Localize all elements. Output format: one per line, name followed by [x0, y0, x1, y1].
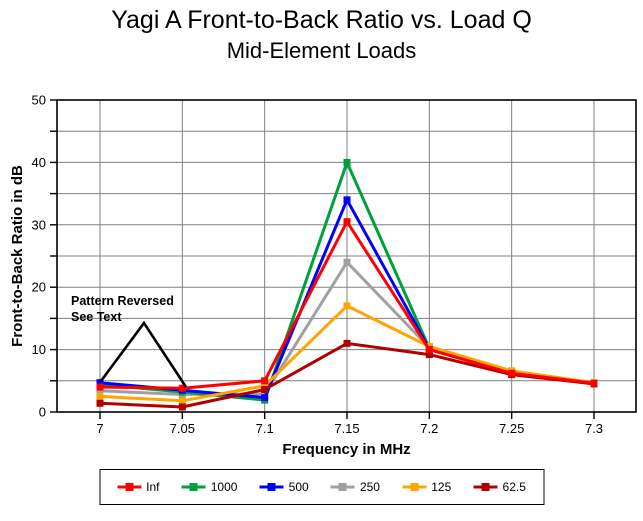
chart-title: Yagi A Front-to-Back Ratio vs. Load Q	[111, 6, 532, 34]
y-tick-label: 0	[39, 405, 46, 420]
y-tick-label: 30	[32, 217, 46, 232]
legend-item-62.5: 62.5	[473, 480, 526, 494]
series-marker-Inf	[261, 377, 269, 385]
series-marker-Inf	[508, 369, 516, 377]
x-axis-label: Frequency in MHz	[282, 441, 410, 458]
series-marker-500	[343, 196, 351, 204]
legend-item-500: 500	[259, 480, 309, 494]
legend-label-62.5: 62.5	[502, 480, 526, 494]
series-marker-62.5	[178, 403, 186, 411]
series-marker-62.5	[343, 339, 351, 347]
legend-marker	[338, 483, 347, 491]
y-tick-label: 20	[32, 280, 46, 295]
legend-marker	[481, 483, 490, 491]
annotation-text-line2: See Text	[71, 310, 122, 324]
legend-item-1000: 1000	[181, 480, 238, 494]
y-tick-label: 10	[32, 342, 46, 357]
legend-swatch-62.5	[473, 483, 498, 491]
chart-subtitle: Mid-Element Loads	[226, 38, 417, 63]
legend-item-Inf: Inf	[117, 480, 159, 494]
chart-legend: Inf 1000 500 250 125 62.5	[99, 469, 544, 505]
series-marker-500	[96, 379, 104, 387]
x-tick-label: 7.2	[420, 421, 438, 436]
legend-swatch-1000	[181, 483, 206, 491]
y-tick-label: 50	[32, 93, 46, 108]
legend-swatch-125	[402, 483, 427, 491]
series-marker-62.5	[261, 386, 269, 394]
series-marker-Inf	[343, 218, 351, 226]
legend-label-Inf: Inf	[146, 480, 160, 494]
x-tick-label: 7.15	[334, 421, 359, 436]
x-tick-label: 7.1	[256, 421, 274, 436]
y-axis-label: Front-to-Back Ratio in dB	[9, 165, 26, 347]
series-marker-125	[261, 382, 269, 390]
legend-marker	[189, 483, 198, 491]
annotation-pointer	[99, 320, 188, 388]
y-tick-label: 40	[32, 155, 46, 170]
legend-marker	[125, 483, 134, 491]
series-marker-Inf	[590, 379, 598, 387]
series-marker-125	[178, 397, 186, 405]
series-marker-250	[343, 258, 351, 266]
series-marker-500	[261, 394, 269, 402]
legend-swatch-500	[259, 483, 284, 491]
legend-item-125: 125	[402, 480, 451, 494]
series-marker-62.5	[96, 399, 104, 407]
legend-label-500: 500	[288, 480, 309, 494]
x-tick-label: 7.3	[585, 421, 603, 436]
series-marker-Inf	[96, 383, 104, 391]
annotation-text-line1: Pattern Reversed	[71, 294, 174, 308]
x-tick-label: 7.05	[170, 421, 195, 436]
legend-swatch-250	[330, 483, 355, 491]
x-tick-label: 7.25	[499, 421, 524, 436]
legend-swatch-Inf	[117, 483, 142, 491]
series-marker-Inf	[178, 384, 186, 392]
legend-label-125: 125	[431, 480, 452, 494]
legend-marker	[267, 483, 276, 491]
series-marker-Inf	[425, 346, 433, 354]
series-marker-250	[96, 387, 104, 395]
legend-label-1000: 1000	[210, 480, 238, 494]
series-marker-125	[343, 302, 351, 310]
legend-label-250: 250	[359, 480, 380, 494]
series-marker-125	[96, 392, 104, 400]
series-marker-1000	[343, 158, 351, 166]
legend-marker	[410, 483, 419, 491]
series-marker-62.5	[425, 351, 433, 359]
legend-item-250: 250	[330, 480, 380, 494]
x-tick-label: 7	[96, 421, 103, 436]
